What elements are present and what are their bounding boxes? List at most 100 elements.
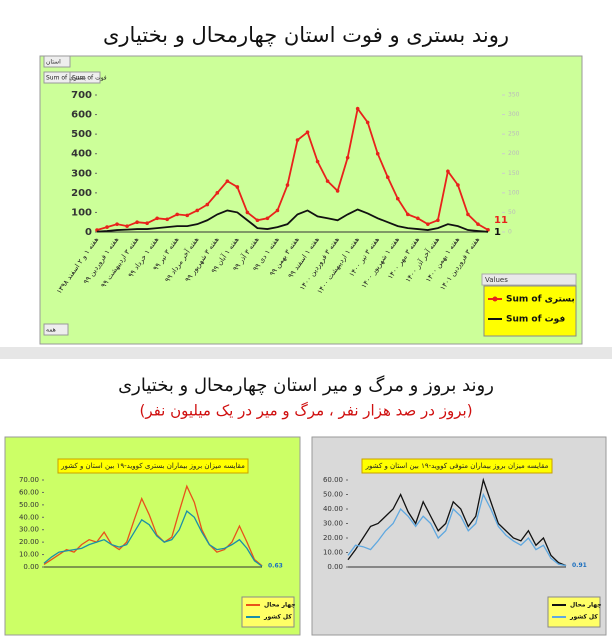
- y-tick-label: 100: [71, 207, 92, 218]
- y-tick-label: 30.00: [19, 526, 39, 534]
- y-tick-label: 300: [71, 168, 92, 179]
- legend-header: [481, 273, 577, 286]
- chart-title: روند بستری و فوت استان چهارمحال و بختیار…: [103, 23, 509, 47]
- section-title: روند بروز و مرگ و میر استان چهارمحال و ب…: [118, 375, 494, 396]
- marker: [125, 224, 129, 228]
- marker: [285, 183, 290, 187]
- field-button-label: Sum of بستری: [46, 75, 86, 82]
- chart-title: مقایسه میزان بروز بیماران بستری کووید-۱۹…: [60, 462, 245, 470]
- marker: [275, 208, 280, 213]
- y-tick-label: 60.00: [323, 476, 343, 484]
- legend-label: Sum of فوت: [506, 315, 565, 325]
- y-tick-label: 0.00: [23, 563, 39, 571]
- legend-box: [547, 596, 601, 628]
- y2-tick-label: 50: [508, 209, 516, 216]
- field-button-label: Sum of فوت: [72, 75, 107, 82]
- y-tick-label: 400: [71, 149, 92, 160]
- y2-tick-label: 300: [508, 111, 520, 118]
- y-tick-label: 700: [71, 90, 92, 101]
- y2-tick-label: 200: [508, 150, 520, 157]
- marker: [325, 179, 330, 183]
- y-tick-label: 60.00: [19, 488, 39, 496]
- y-tick-label: 0: [85, 227, 92, 238]
- marker: [305, 130, 310, 134]
- legend-marker: [492, 296, 498, 302]
- marker: [446, 169, 450, 174]
- marker: [426, 222, 430, 226]
- marker: [315, 159, 320, 164]
- marker: [235, 185, 240, 189]
- separator: [0, 347, 612, 359]
- y2-tick-label: 350: [508, 92, 520, 99]
- y2-tick-label: 150: [508, 170, 520, 177]
- y-tick-label: 600: [71, 110, 92, 121]
- marker: [105, 225, 109, 229]
- data-label: 1: [494, 227, 501, 238]
- y-tick-label: 0.00: [327, 563, 343, 571]
- legend-label: کل کشور: [263, 614, 292, 621]
- y-tick-label: 40.00: [323, 505, 343, 513]
- legend-box: [241, 596, 295, 628]
- field-button-label: استان: [46, 59, 61, 66]
- field-button[interactable]: [43, 71, 71, 84]
- marker: [476, 222, 480, 226]
- marker: [245, 210, 250, 215]
- title-box: [361, 458, 553, 474]
- marker: [265, 216, 270, 221]
- marker: [365, 120, 370, 125]
- marker: [255, 218, 260, 223]
- marker: [335, 189, 340, 193]
- y2-tick-label: 250: [508, 131, 520, 138]
- y-tick-label: 50.00: [19, 501, 39, 509]
- line: [96, 106, 489, 231]
- y-tick-label: 50.00: [323, 491, 343, 499]
- marker: [355, 106, 360, 111]
- marker: [295, 138, 300, 142]
- section-subtitle: (بروز در صد هزار نفر ، مرگ و میر در یک م…: [139, 402, 472, 420]
- marker: [115, 222, 119, 226]
- marker: [225, 179, 230, 183]
- marker: [395, 196, 400, 201]
- y-tick-label: 10.00: [19, 551, 39, 559]
- y-tick-label: 40.00: [19, 513, 39, 521]
- marker: [375, 151, 380, 156]
- line: [43, 510, 263, 567]
- y-tick-label: 500: [71, 129, 92, 140]
- field-button[interactable]: [43, 55, 71, 68]
- data-label: 0.63: [268, 563, 283, 570]
- data-label: 0.91: [572, 562, 587, 569]
- y-tick-label: 20.00: [19, 538, 39, 546]
- y-tick-label: 70.00: [19, 476, 39, 484]
- y2-tick-label: 100: [508, 189, 520, 196]
- marker: [456, 183, 460, 187]
- field-button-label: همه: [46, 327, 56, 334]
- y-tick-label: 10.00: [323, 549, 343, 557]
- legend-label: کل کشور: [569, 614, 598, 621]
- marker: [385, 175, 390, 179]
- marker: [416, 216, 420, 221]
- chart-title: مقایسه میزان بروز بیماران متوفی کووید-۱۹…: [365, 462, 549, 470]
- legend-label: Sum of بستری: [506, 295, 575, 305]
- line: [96, 208, 489, 233]
- marker: [205, 202, 210, 207]
- line: [347, 477, 567, 567]
- marker: [195, 208, 200, 213]
- marker: [486, 228, 490, 232]
- marker: [405, 212, 410, 217]
- y-tick-label: 20.00: [323, 534, 343, 542]
- legend-label: چهار محال: [264, 602, 296, 609]
- legend-title: Values: [485, 276, 508, 284]
- marker: [436, 218, 440, 223]
- legend-label: چهار محال: [570, 602, 602, 609]
- marker: [185, 213, 190, 218]
- data-label: 11: [494, 215, 508, 226]
- field-button[interactable]: [43, 323, 69, 336]
- title-box: [57, 458, 249, 474]
- y-tick-label: 200: [71, 188, 92, 199]
- marker: [215, 191, 220, 195]
- marker: [155, 216, 159, 221]
- marker: [466, 212, 470, 217]
- marker: [175, 212, 180, 217]
- marker: [165, 217, 169, 222]
